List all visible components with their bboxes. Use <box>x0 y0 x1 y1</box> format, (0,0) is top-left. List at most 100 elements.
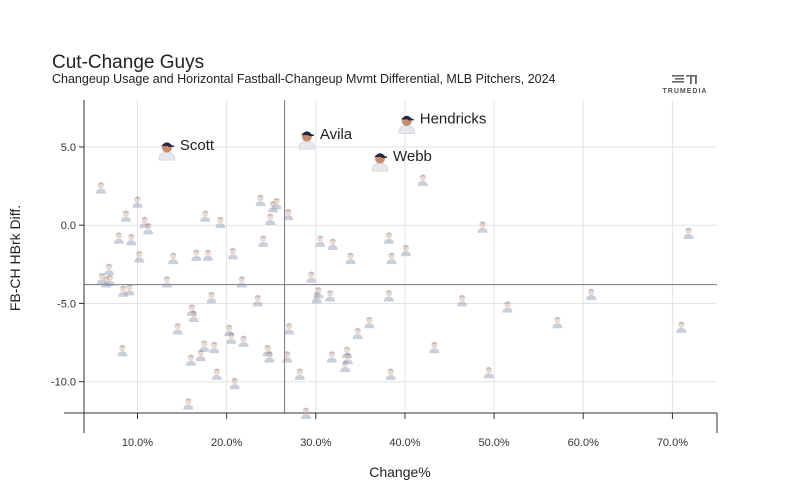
point-jersey <box>101 282 112 288</box>
point-face <box>344 346 351 353</box>
point-cap <box>190 310 198 313</box>
point-cap <box>141 216 149 219</box>
point-cap <box>385 290 393 293</box>
point-face <box>459 295 466 302</box>
point-jersey <box>132 202 143 208</box>
point-face <box>329 238 336 245</box>
pitcher-point <box>327 238 338 250</box>
point-jersey <box>264 357 275 363</box>
point-cap <box>365 316 373 320</box>
pitcher-point <box>134 251 145 263</box>
point-jersey <box>342 352 353 358</box>
pitcher-point <box>502 301 513 313</box>
point-face <box>115 232 122 239</box>
point-cap <box>285 323 293 326</box>
pitcher-point <box>429 341 440 354</box>
pitcher-point <box>400 244 411 257</box>
point-cap <box>227 332 235 335</box>
point-cap <box>485 366 493 370</box>
point-jersey <box>168 259 179 265</box>
point-cap <box>240 335 247 338</box>
point-jersey <box>364 323 375 329</box>
pitcher-point <box>385 368 396 380</box>
point-face <box>313 292 320 299</box>
pitcher-point <box>383 290 394 302</box>
y-tick-label: -10.0 <box>51 377 76 389</box>
pitcher-point <box>200 210 211 222</box>
point-face <box>485 367 492 374</box>
point-jersey <box>311 298 322 304</box>
pitcher-point <box>236 276 247 288</box>
point-jersey <box>95 188 106 194</box>
pitcher-point <box>226 332 237 344</box>
point-cap <box>231 377 239 381</box>
point-jersey <box>342 359 353 365</box>
pitcher-point <box>271 197 282 210</box>
point-cap <box>343 346 351 349</box>
x-tick-label: 30.0% <box>300 437 331 449</box>
headshot-cap <box>401 115 413 120</box>
point-face <box>119 345 126 352</box>
pitcher-point <box>199 340 210 352</box>
point-jersey <box>352 334 363 340</box>
point-cap <box>257 194 264 197</box>
pitcher-point <box>206 291 217 304</box>
point-jersey <box>238 342 249 348</box>
point-jersey <box>483 373 494 379</box>
pitcher-point <box>586 288 597 301</box>
point-face <box>270 201 277 208</box>
point-face <box>193 249 200 256</box>
point-face <box>315 287 322 294</box>
point-cap <box>192 249 200 252</box>
point-jersey <box>683 234 694 240</box>
point-jersey <box>113 238 124 244</box>
point-jersey <box>226 338 237 344</box>
point-jersey <box>215 223 226 229</box>
y-tick-label: 5.0 <box>61 142 76 154</box>
point-face <box>344 353 351 360</box>
point-face <box>211 342 218 349</box>
point-jersey <box>552 323 563 329</box>
headshot-cap <box>301 131 313 136</box>
point-cap <box>344 352 352 356</box>
point-face <box>228 332 235 339</box>
point-face <box>388 253 395 260</box>
x-tick-label: 20.0% <box>211 437 242 449</box>
pitcher-point <box>457 294 468 307</box>
pitcher-point <box>139 216 150 229</box>
point-jersey <box>294 374 305 380</box>
point-jersey <box>202 255 213 261</box>
point-jersey <box>284 329 295 335</box>
pitcher-point <box>676 321 687 333</box>
point-face <box>145 223 152 230</box>
point-jersey <box>161 282 172 288</box>
headshot-cap <box>374 153 386 158</box>
pitcher-point <box>224 324 235 337</box>
point-jersey <box>271 204 282 210</box>
pitcher-point <box>120 210 131 222</box>
point-face <box>285 209 292 216</box>
point-jersey <box>126 240 137 246</box>
point-jersey <box>282 357 293 363</box>
point-face <box>208 292 215 299</box>
point-face <box>105 264 112 271</box>
pitcher-point <box>117 345 128 357</box>
point-jersey <box>199 346 210 352</box>
point-jersey <box>386 259 397 265</box>
point-face <box>188 304 195 311</box>
pitcher-point <box>315 235 326 247</box>
pitcher-point <box>202 249 213 261</box>
point-jersey <box>120 216 131 222</box>
point-jersey <box>315 241 326 247</box>
point-cap <box>102 276 110 279</box>
point-face <box>264 345 271 352</box>
pitcher-point <box>255 194 266 207</box>
point-jersey <box>118 291 129 297</box>
point-cap <box>204 249 212 252</box>
point-cap <box>174 323 182 326</box>
highlighted-pitcher <box>298 131 316 150</box>
point-cap <box>387 368 395 371</box>
point-jersey <box>236 282 247 288</box>
point-face <box>204 249 211 256</box>
point-jersey <box>134 257 145 263</box>
